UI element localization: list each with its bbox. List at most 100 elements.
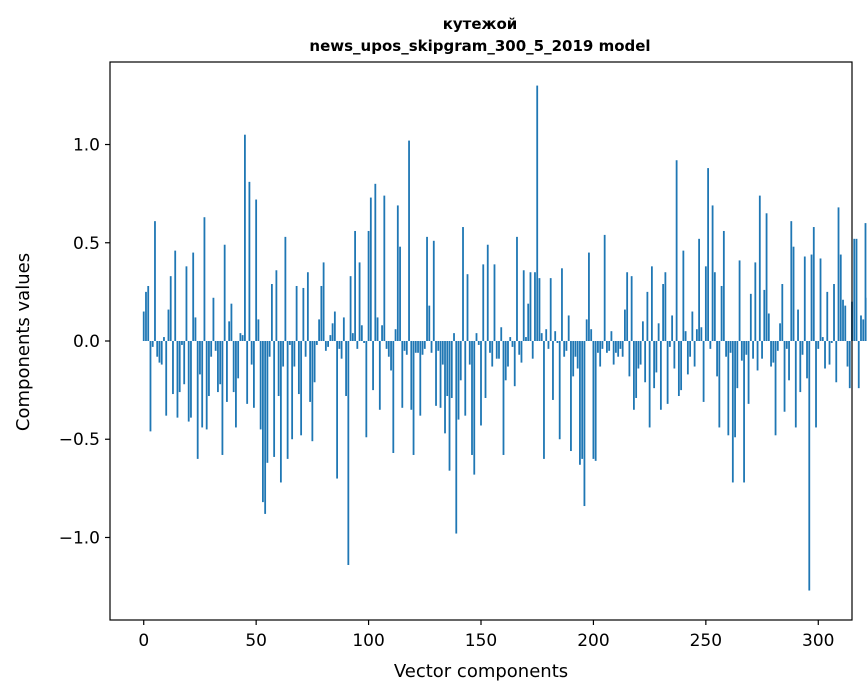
bar: [325, 341, 327, 351]
bar: [512, 341, 514, 347]
bar: [271, 284, 273, 341]
bar: [476, 333, 478, 341]
bar: [777, 341, 779, 351]
bar: [680, 341, 682, 390]
bar: [831, 341, 833, 343]
bar: [682, 251, 684, 341]
bar: [170, 276, 172, 341]
bar: [401, 341, 403, 408]
bar: [840, 255, 842, 341]
bar: [487, 245, 489, 341]
x-tick-label: 150: [465, 631, 497, 651]
bar: [228, 321, 230, 341]
bar: [219, 341, 221, 384]
bar: [581, 341, 583, 459]
bar: [152, 341, 154, 347]
bar: [566, 341, 568, 351]
bar: [206, 341, 208, 429]
bar: [233, 341, 235, 392]
x-tick-label: 300: [802, 631, 834, 651]
bar: [588, 253, 590, 341]
bar: [669, 341, 671, 347]
bar: [199, 341, 201, 374]
bar: [799, 341, 801, 392]
bar: [404, 341, 406, 351]
bar: [354, 231, 356, 341]
bar: [557, 341, 559, 343]
bar: [694, 341, 696, 367]
bar: [606, 341, 608, 353]
bar: [795, 341, 797, 427]
bar: [597, 341, 599, 353]
y-tick-label: 0.0: [73, 332, 100, 352]
x-tick-label: 100: [352, 631, 384, 651]
bar: [190, 341, 192, 418]
bar: [253, 341, 255, 408]
bar: [820, 258, 822, 341]
bar: [637, 341, 639, 369]
bar: [336, 341, 338, 479]
bar: [300, 341, 302, 435]
bar: [536, 86, 538, 341]
bar: [305, 341, 307, 357]
bar: [844, 306, 846, 341]
bar: [143, 312, 145, 341]
bar: [150, 341, 152, 431]
bar: [370, 198, 372, 341]
bar: [235, 341, 237, 427]
bar: [599, 341, 601, 367]
bar: [655, 341, 657, 372]
bar: [635, 341, 637, 398]
bar: [577, 341, 579, 369]
bar: [705, 266, 707, 341]
bar: [179, 341, 181, 392]
bar: [161, 341, 163, 365]
bar: [676, 160, 678, 341]
bar: [759, 196, 761, 341]
bar: [258, 319, 260, 341]
bar: [307, 272, 309, 341]
chart-subtitle: news_upos_skipgram_300_5_2019 model: [309, 37, 650, 55]
bar: [646, 292, 648, 341]
bar: [215, 341, 217, 351]
bar: [359, 262, 361, 341]
bar: [815, 341, 817, 427]
bar: [561, 268, 563, 341]
bar: [554, 331, 556, 341]
bar: [649, 341, 651, 427]
bar: [494, 264, 496, 341]
bar: [500, 327, 502, 341]
bar: [446, 341, 448, 396]
bar: [341, 341, 343, 359]
bar: [545, 329, 547, 341]
bar: [575, 341, 577, 357]
bar: [640, 341, 642, 365]
bar: [642, 321, 644, 341]
bar: [516, 237, 518, 341]
bar: [748, 341, 750, 404]
bar: [849, 341, 851, 388]
bar: [779, 323, 781, 341]
bar: [793, 247, 795, 341]
bar: [318, 319, 320, 341]
bar: [608, 341, 610, 351]
bar: [154, 221, 156, 341]
bar: [338, 341, 340, 349]
bar: [712, 205, 714, 341]
y-tick-label: −0.5: [59, 430, 100, 450]
bar: [615, 341, 617, 353]
bar: [449, 341, 451, 471]
bar: [159, 341, 161, 363]
bar: [761, 341, 763, 359]
bar: [435, 341, 437, 406]
bar: [768, 313, 770, 341]
bar: [224, 245, 226, 341]
bar: [410, 341, 412, 410]
bar: [478, 341, 480, 345]
bar: [433, 241, 435, 341]
bar: [177, 341, 179, 418]
bar: [147, 286, 149, 341]
bar: [390, 341, 392, 370]
bar: [197, 341, 199, 459]
